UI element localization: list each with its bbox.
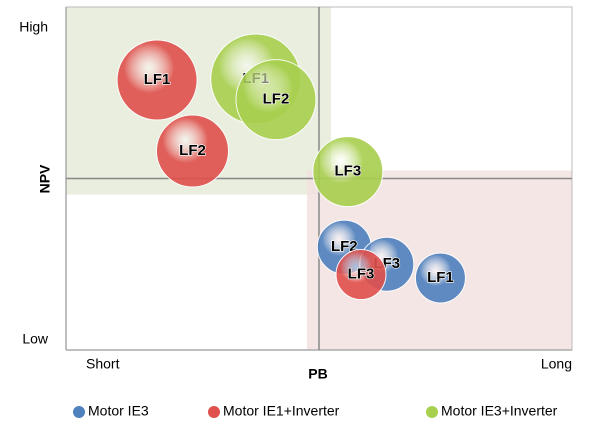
x-tick-label: Long (541, 356, 572, 372)
bubble (312, 136, 384, 208)
bubble (156, 114, 229, 188)
bubble-label: LF1 (144, 71, 171, 88)
x-axis-label: PB (308, 366, 327, 382)
bubble (414, 252, 466, 304)
y-tick-label: Low (22, 331, 49, 347)
bubble-label: LF1 (427, 269, 454, 286)
bubble (235, 59, 317, 141)
legend-marker (208, 406, 220, 418)
bubble-label: LF2 (179, 142, 206, 159)
bubble-label: LF2 (263, 91, 290, 108)
legend-label: Motor IE3 (88, 403, 149, 419)
bubble (335, 249, 387, 301)
y-axis-label: NPV (37, 164, 53, 193)
bubble-label: LF3 (348, 266, 375, 283)
legend-label: Motor IE3+Inverter (441, 403, 558, 419)
legend-marker (426, 406, 438, 418)
bubble (116, 39, 198, 121)
y-tick-label: High (19, 19, 48, 35)
legend-label: Motor IE1+Inverter (223, 403, 340, 419)
x-tick-label: Short (86, 356, 120, 372)
bubble-label: LF3 (335, 163, 362, 180)
legend-marker (73, 406, 85, 418)
